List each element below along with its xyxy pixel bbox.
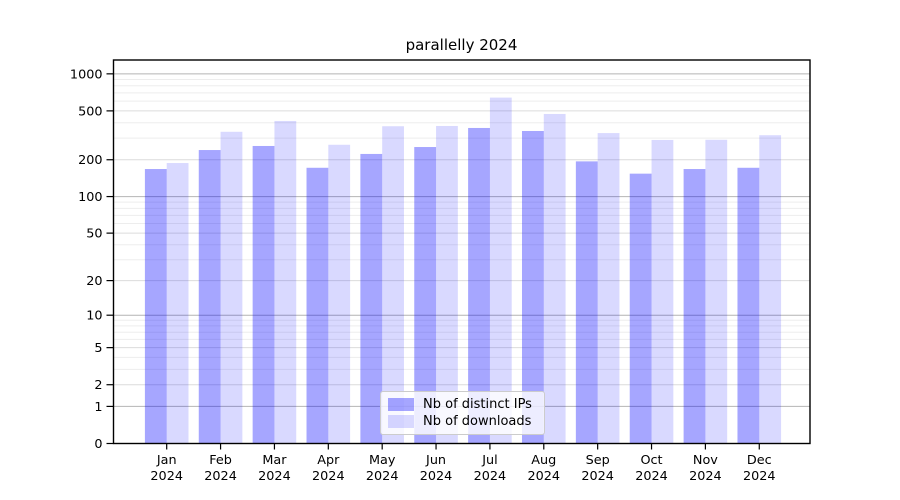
x-tick-label-month: Jun (425, 453, 446, 468)
bar-distinct-ips-sep (575, 161, 598, 444)
y-tick-label: 2 (94, 378, 102, 393)
x-tick-label-month: Apr (317, 453, 340, 468)
bar-downloads-apr (328, 144, 351, 444)
y-tick-label: 100 (78, 190, 102, 205)
x-tick-label-year: 2024 (150, 469, 183, 484)
bar-distinct-ips-oct (629, 173, 652, 444)
bar-downloads-aug (543, 113, 566, 444)
x-tick-label-year: 2024 (204, 469, 237, 484)
bar-distinct-ips-apr (306, 167, 329, 444)
bar-distinct-ips-feb (198, 150, 221, 444)
legend: Nb of distinct IPs Nb of downloads (380, 391, 545, 435)
bar-downloads-feb (220, 131, 243, 444)
y-tick-label: 1 (94, 400, 102, 415)
x-tick-label-month: Feb (209, 453, 232, 468)
bar-downloads-oct (651, 139, 674, 444)
bar-distinct-ips-mar (252, 145, 275, 444)
bar-distinct-ips-may (360, 153, 383, 444)
legend-item-downloads: Nb of downloads (388, 413, 537, 429)
y-tick-label: 5 (94, 341, 102, 356)
x-tick-label-year: 2024 (366, 469, 399, 484)
x-tick-label-year: 2024 (474, 469, 507, 484)
axes-frame (112, 59, 811, 445)
x-tick-label-year: 2024 (635, 469, 668, 484)
bar-distinct-ips-jun (414, 147, 437, 444)
y-tick-label: 500 (78, 104, 102, 119)
bar-distinct-ips-jul (468, 127, 490, 444)
x-tick-label-year: 2024 (420, 469, 453, 484)
bar-distinct-ips-jan (144, 169, 167, 444)
y-tick-label: 200 (78, 153, 102, 168)
bar-downloads-mar (274, 120, 297, 444)
x-tick-label-month: Oct (640, 453, 662, 468)
y-tick-label: 0 (94, 437, 102, 452)
bar-distinct-ips-dec (737, 167, 760, 444)
x-tick-label-month: Aug (531, 453, 556, 468)
bar-downloads-sep (597, 133, 620, 444)
x-tick-label-month: Sep (586, 453, 610, 468)
x-tick-label-year: 2024 (581, 469, 614, 484)
x-tick-label-year: 2024 (312, 469, 345, 484)
x-tick-label-month: Jul (481, 453, 497, 468)
x-tick-label-year: 2024 (528, 469, 561, 484)
legend-item-distinct-ips: Nb of distinct IPs (388, 397, 537, 413)
bar-downloads-may (382, 126, 404, 444)
bar-downloads-nov (705, 139, 728, 444)
y-tick-label: 10 (86, 309, 102, 324)
y-tick-label: 1000 (70, 67, 103, 82)
bar-downloads-dec (759, 135, 782, 444)
legend-swatch-distinct-ips (388, 398, 414, 412)
x-tick-label-month: Nov (693, 453, 718, 468)
bar-downloads-jul (489, 97, 512, 444)
y-tick-label: 50 (86, 227, 102, 242)
bar-downloads-jan (166, 163, 189, 444)
bar-downloads-jun (436, 125, 458, 444)
bar-distinct-ips-nov (683, 169, 706, 444)
bar-distinct-ips-aug (521, 130, 544, 444)
legend-label-distinct-ips: Nb of distinct IPs (423, 397, 532, 413)
x-tick-label-month: May (369, 453, 396, 468)
legend-swatch-downloads (388, 414, 414, 428)
x-tick-label-year: 2024 (689, 469, 722, 484)
chart-title: parallelly 2024 (405, 36, 518, 54)
legend-label-downloads: Nb of downloads (423, 413, 532, 429)
x-tick-label-month: Dec (747, 453, 772, 468)
x-tick-label-month: Mar (262, 453, 287, 468)
y-tick-label: 20 (86, 274, 102, 289)
x-tick-label-month: Jan (156, 453, 177, 468)
x-tick-label-year: 2024 (743, 469, 776, 484)
x-tick-label-year: 2024 (258, 469, 291, 484)
